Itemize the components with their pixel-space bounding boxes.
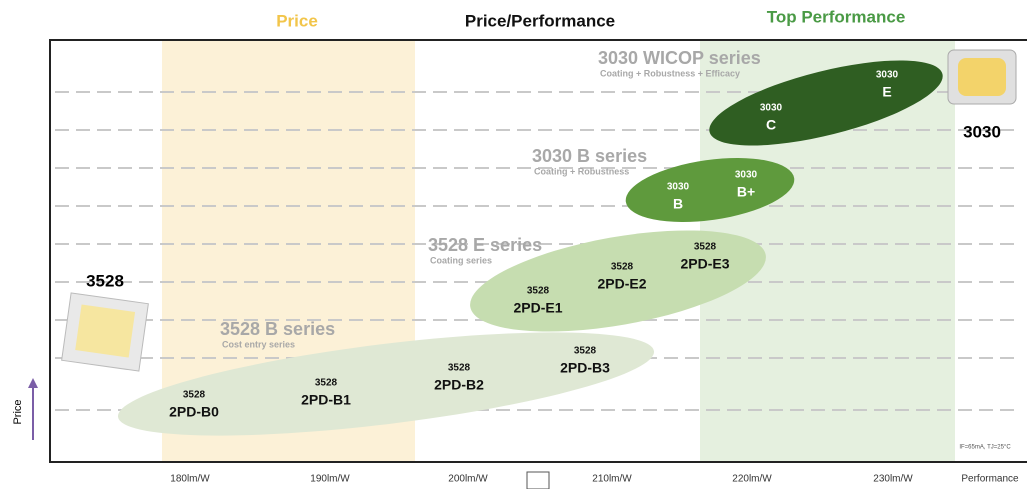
series-name: 3528 B series <box>220 319 335 339</box>
product-top: 3528 <box>448 363 471 374</box>
y-label: Price <box>12 399 24 424</box>
series-name: 3030 B series <box>532 146 647 166</box>
product-bottom: B <box>673 196 683 212</box>
x-label: 200lm/W <box>448 474 488 485</box>
small-box <box>527 472 549 489</box>
product-top: 3528 <box>527 286 550 297</box>
note: IF=65mA, TJ=25°C <box>959 445 1011 451</box>
product-bottom: 2PD-E3 <box>680 256 729 272</box>
product-bottom: 2PD-B2 <box>434 377 484 393</box>
product-top: 3030 <box>760 103 783 114</box>
series-subtitle: Coating + Robustness + Efficacy <box>600 68 740 78</box>
product-bottom: 2PD-E1 <box>513 300 562 316</box>
x-label: 220lm/W <box>732 474 772 485</box>
series-subtitle: Cost entry series <box>222 339 295 349</box>
product-top: 3528 <box>183 390 206 401</box>
product-top: 3528 <box>315 378 338 389</box>
x-label: 210lm/W <box>592 474 632 485</box>
diagram: Price Price/Performance Top Performance 180… <box>0 0 1027 489</box>
product-bottom: 2PD-B0 <box>169 404 219 420</box>
product-top: 3030 <box>876 70 899 81</box>
product-bottom: 2PD-E2 <box>597 276 646 292</box>
y-arrow-head <box>28 378 38 388</box>
header-price-performance: Price/Performance <box>465 11 615 30</box>
x-label: Performance <box>961 474 1019 485</box>
package-label: 3030 <box>963 122 1001 141</box>
header-price: Price <box>276 11 318 30</box>
product-bottom: E <box>882 84 891 100</box>
product-top: 3030 <box>735 170 758 181</box>
product-top: 3030 <box>667 182 690 193</box>
series-name: 3030 WICOP series <box>598 48 761 68</box>
x-label: 190lm/W <box>310 474 350 485</box>
product-bottom: 2PD-B1 <box>301 392 351 408</box>
x-label: 180lm/W <box>170 474 210 485</box>
product-bottom: B+ <box>737 184 755 200</box>
page: {"header": {"price": "Price", "price_per… <box>0 0 1027 489</box>
product-bottom: C <box>766 117 776 133</box>
header-top-performance: Top Performance <box>767 7 906 26</box>
x-label: 230lm/W <box>873 474 913 485</box>
series-subtitle: Coating series <box>430 255 492 265</box>
series-subtitle: Coating + Robustness <box>534 166 629 176</box>
product-top: 3528 <box>611 262 634 273</box>
product-bottom: 2PD-B3 <box>560 360 610 376</box>
package-label: 3528 <box>86 271 124 290</box>
product-top: 3528 <box>694 242 717 253</box>
product-top: 3528 <box>574 346 597 357</box>
series-name: 3528 E series <box>428 235 542 255</box>
package-3528-icon <box>62 293 149 371</box>
package-3030-icon <box>948 50 1016 104</box>
